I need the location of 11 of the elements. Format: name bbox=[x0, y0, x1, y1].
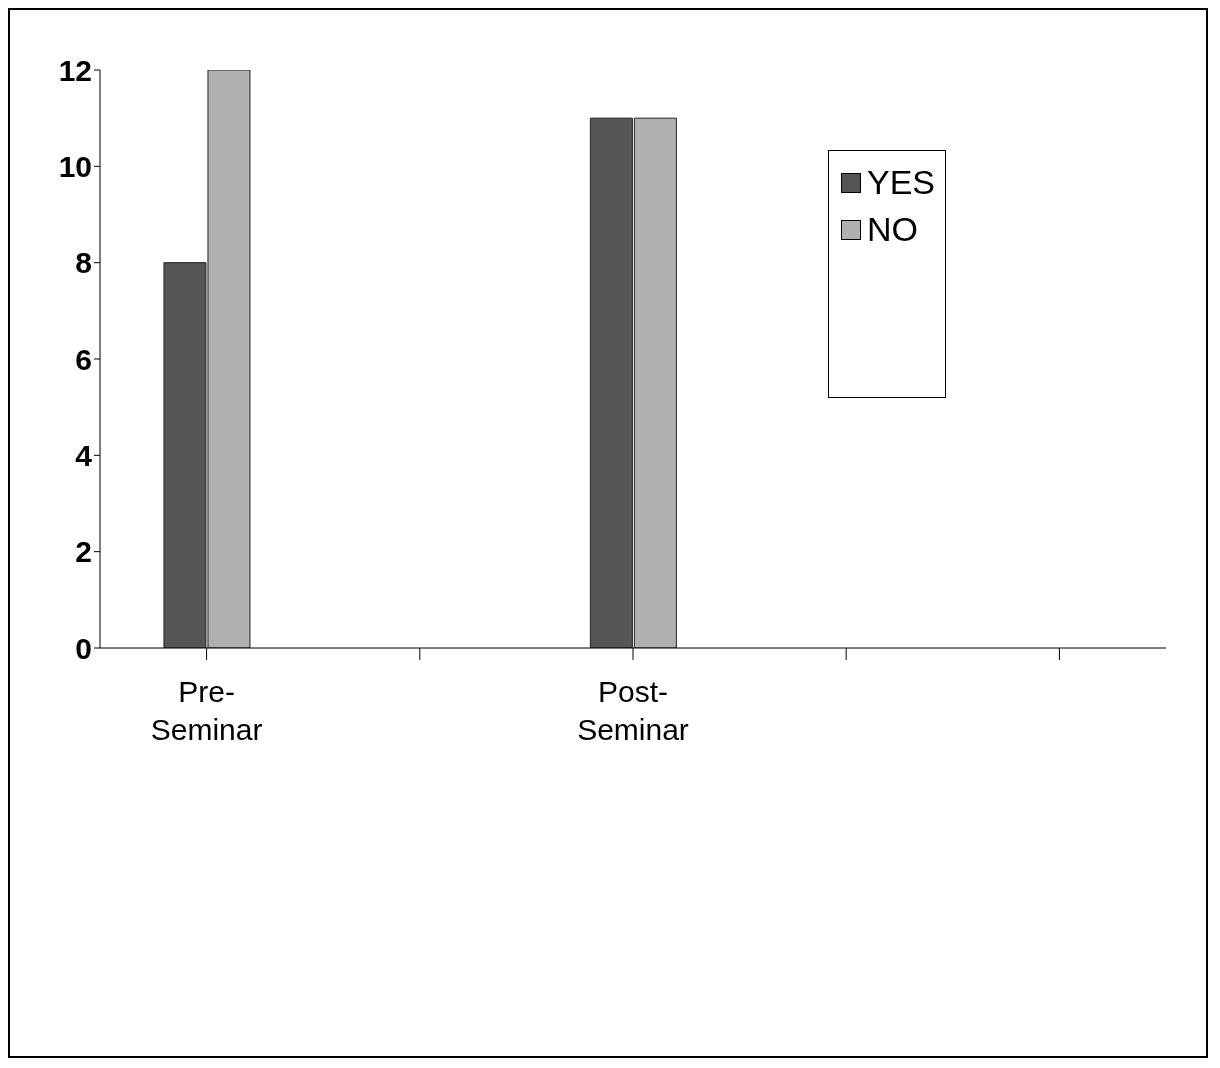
y-tick-label: 10 bbox=[58, 149, 92, 183]
y-tick-label: 2 bbox=[75, 535, 92, 569]
legend-label: NO bbox=[866, 210, 918, 249]
y-tick-label: 4 bbox=[75, 438, 93, 472]
y-tick-label: 8 bbox=[75, 246, 92, 280]
y-tick-label: 6 bbox=[75, 342, 92, 376]
y-tick-label: 0 bbox=[75, 631, 92, 665]
x-tick-label: Pre- Seminar bbox=[150, 675, 263, 746]
legend-label: YES bbox=[866, 163, 935, 202]
y-tick-label: 12 bbox=[58, 53, 92, 87]
x-tick-label: Post- Seminar bbox=[577, 675, 689, 746]
